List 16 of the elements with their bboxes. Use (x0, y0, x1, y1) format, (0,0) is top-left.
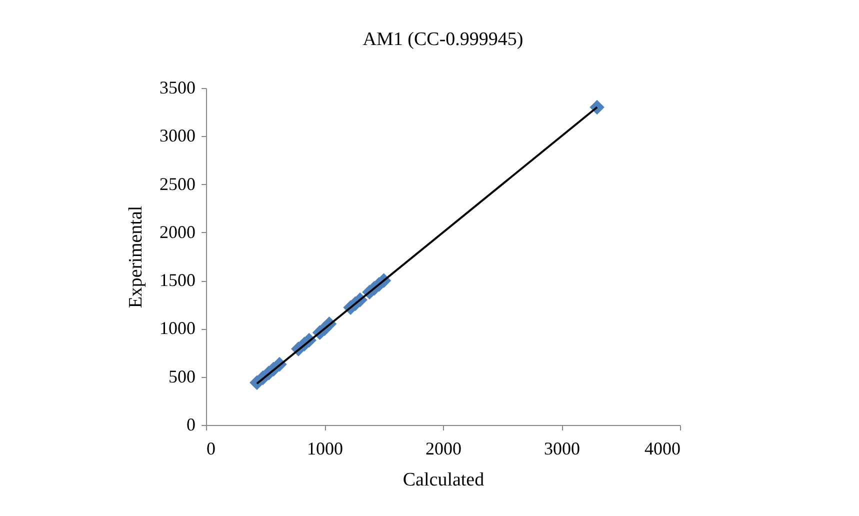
x-tick-label: 2000 (426, 438, 462, 458)
x-tick-label: 0 (206, 438, 216, 458)
y-tick-label: 500 (168, 366, 196, 386)
y-tick-label: 1000 (160, 318, 196, 338)
y-tick-label: 1500 (160, 270, 196, 290)
y-tick-label: 2000 (160, 222, 196, 242)
x-tick-label: 4000 (644, 438, 680, 458)
x-axis-title: Calculated (402, 470, 485, 490)
y-tick-label: 3500 (160, 78, 196, 98)
y-axis-title: Experimental (126, 206, 146, 308)
y-tick-label: 0 (186, 414, 196, 434)
y-tick-label: 2500 (160, 174, 196, 194)
x-tick-label: 1000 (307, 438, 343, 458)
y-tick-label: 3000 (160, 126, 196, 146)
chart-title: AM1 (CC-0.999945) (362, 29, 524, 50)
x-tick-label: 3000 (544, 438, 580, 458)
